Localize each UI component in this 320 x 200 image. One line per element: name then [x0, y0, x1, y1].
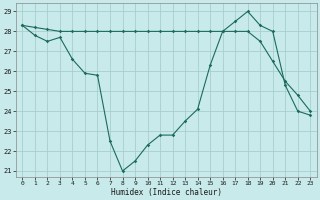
X-axis label: Humidex (Indice chaleur): Humidex (Indice chaleur) — [111, 188, 222, 197]
